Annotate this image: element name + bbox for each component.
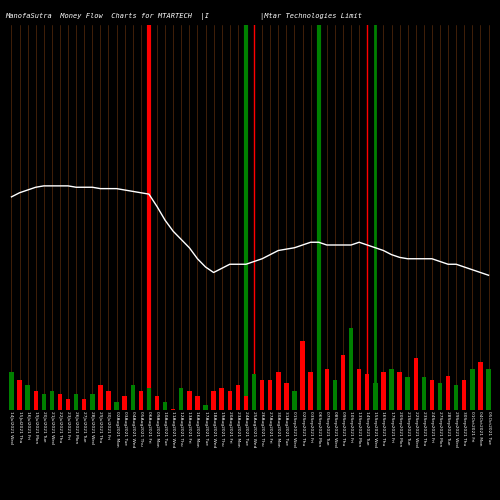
Bar bbox=[406, 377, 410, 410]
Bar bbox=[138, 391, 143, 410]
Bar bbox=[155, 396, 159, 410]
Bar bbox=[9, 372, 14, 410]
Bar bbox=[438, 382, 442, 410]
Bar bbox=[390, 369, 394, 410]
Bar bbox=[332, 380, 337, 410]
Bar bbox=[422, 377, 426, 410]
Bar bbox=[106, 391, 110, 410]
Bar bbox=[26, 386, 30, 410]
Bar bbox=[276, 372, 280, 410]
Bar bbox=[146, 388, 151, 410]
Bar bbox=[486, 369, 491, 410]
Bar bbox=[187, 391, 192, 410]
Bar bbox=[365, 374, 370, 410]
Text: |Mtar Technologies Limit: |Mtar Technologies Limit bbox=[260, 12, 362, 20]
Bar bbox=[204, 404, 208, 410]
Bar bbox=[462, 380, 466, 410]
Bar bbox=[42, 394, 46, 410]
Bar bbox=[349, 328, 354, 410]
Bar bbox=[179, 388, 184, 410]
Bar bbox=[171, 408, 175, 410]
Bar bbox=[268, 380, 272, 410]
Bar bbox=[220, 388, 224, 410]
Bar bbox=[284, 382, 288, 410]
Bar bbox=[398, 372, 402, 410]
Bar bbox=[74, 394, 78, 410]
Bar bbox=[58, 394, 62, 410]
Bar bbox=[212, 391, 216, 410]
Bar bbox=[163, 402, 168, 410]
Bar bbox=[228, 391, 232, 410]
Bar bbox=[373, 382, 378, 410]
Bar bbox=[324, 369, 329, 410]
Bar bbox=[454, 386, 458, 410]
Bar bbox=[244, 396, 248, 410]
Bar bbox=[252, 374, 256, 410]
Bar bbox=[341, 355, 345, 410]
Bar bbox=[34, 391, 38, 410]
Bar bbox=[82, 399, 86, 410]
Bar bbox=[195, 396, 200, 410]
Bar bbox=[316, 314, 321, 410]
Bar bbox=[260, 380, 264, 410]
Bar bbox=[478, 362, 482, 410]
Bar bbox=[114, 402, 119, 410]
Bar bbox=[50, 391, 54, 410]
Bar bbox=[357, 369, 362, 410]
Bar bbox=[236, 386, 240, 410]
Text: ManofaSutra  Money Flow  Charts for MTARTECH  |I: ManofaSutra Money Flow Charts for MTARTE… bbox=[5, 12, 209, 20]
Bar bbox=[98, 386, 102, 410]
Bar bbox=[130, 386, 135, 410]
Bar bbox=[66, 399, 70, 410]
Bar bbox=[90, 394, 94, 410]
Bar bbox=[308, 372, 313, 410]
Bar bbox=[300, 342, 305, 410]
Bar bbox=[430, 380, 434, 410]
Bar bbox=[122, 396, 127, 410]
Bar bbox=[414, 358, 418, 410]
Bar bbox=[470, 369, 474, 410]
Bar bbox=[446, 376, 450, 410]
Bar bbox=[292, 391, 296, 410]
Bar bbox=[381, 372, 386, 410]
Bar bbox=[18, 380, 22, 410]
